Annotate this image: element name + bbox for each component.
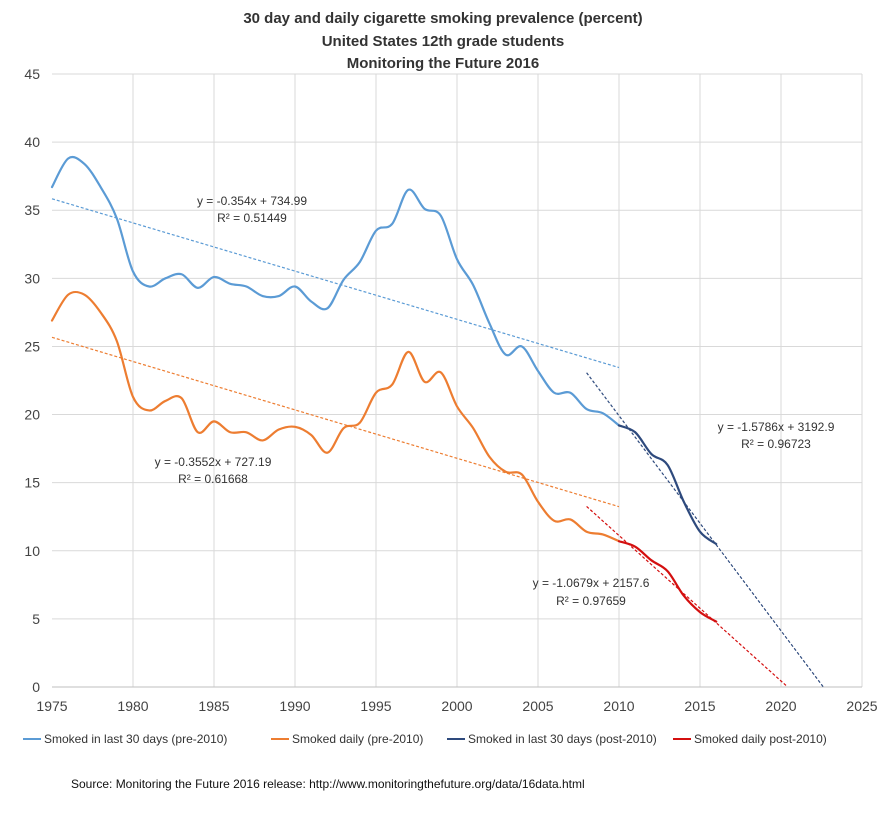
x-tick-label: 2020 (765, 698, 796, 714)
legend: Smoked in last 30 days (pre-2010) Smoked… (23, 732, 827, 746)
y-tick-label: 45 (24, 66, 40, 82)
x-tick-label: 1985 (198, 698, 229, 714)
trendline-2 (586, 372, 824, 688)
series-daily-pre-2010 (50, 290, 621, 543)
source-note: Source: Monitoring the Future 2016 relea… (71, 777, 585, 791)
trend-r2-30day-post: R² = 0.96723 (741, 437, 811, 451)
legend-label-30day-pre: Smoked in last 30 days (pre-2010) (44, 732, 227, 746)
trend-eq-daily-post: y = -1.0679x + 2157.6 (533, 576, 650, 590)
trendline-annotations: y = -0.354x + 734.99 R² = 0.51449 y = -0… (155, 194, 835, 608)
y-tick-label: 25 (24, 338, 40, 354)
x-tick-label: 1980 (117, 698, 148, 714)
x-tick-label: 2025 (846, 698, 877, 714)
chart-title-line-1: 30 day and daily cigarette smoking preva… (243, 10, 642, 27)
trend-eq-daily-pre: y = -0.3552x + 727.19 (155, 455, 272, 469)
series-lines (50, 155, 718, 623)
legend-item-30day-pre: Smoked in last 30 days (pre-2010) (23, 732, 227, 746)
trend-r2-daily-post: R² = 0.97659 (556, 594, 626, 608)
y-tick-label: 10 (24, 543, 40, 559)
legend-item-daily-post: Smoked daily post-2010) (673, 732, 827, 746)
chart-title: 30 day and daily cigarette smoking preva… (243, 10, 642, 72)
chart-title-line-2: United States 12th grade students (322, 33, 565, 50)
trend-eq-30day-pre: y = -0.354x + 734.99 (197, 194, 307, 208)
y-tick-label: 35 (24, 202, 40, 218)
x-tick-label: 1975 (36, 698, 67, 714)
x-tick-label: 1990 (279, 698, 310, 714)
trend-eq-30day-post: y = -1.5786x + 3192.9 (718, 420, 835, 434)
legend-item-30day-post: Smoked in last 30 days (post-2010) (447, 732, 657, 746)
y-tick-label: 40 (24, 134, 40, 150)
legend-label-daily-pre: Smoked daily (pre-2010) (292, 732, 423, 746)
x-tick-label: 1995 (360, 698, 391, 714)
trendlines (51, 198, 824, 688)
chart-title-line-3: Monitoring the Future 2016 (347, 55, 540, 72)
x-tick-label: 2000 (441, 698, 472, 714)
trend-r2-daily-pre: R² = 0.61668 (178, 472, 248, 486)
x-tick-label: 2005 (522, 698, 553, 714)
series-30day-pre-2010 (50, 155, 621, 427)
y-tick-label: 0 (32, 679, 40, 695)
gridlines (52, 73, 863, 687)
series-daily-post-2010 (617, 540, 718, 623)
legend-label-daily-post: Smoked daily post-2010) (694, 732, 827, 746)
y-tick-label: 20 (24, 407, 40, 423)
y-tick-label: 30 (24, 270, 40, 286)
y-tick-label: 5 (32, 611, 40, 627)
trendline-0 (51, 198, 620, 369)
y-tick-label: 15 (24, 475, 40, 491)
legend-item-daily-pre: Smoked daily (pre-2010) (271, 732, 423, 746)
trend-r2-30day-pre: R² = 0.51449 (217, 211, 287, 225)
series-30day-post-2010 (617, 424, 718, 546)
x-tick-label: 2010 (603, 698, 634, 714)
x-tick-label: 2015 (684, 698, 715, 714)
legend-label-30day-post: Smoked in last 30 days (post-2010) (468, 732, 657, 746)
trendline-1 (51, 336, 620, 508)
